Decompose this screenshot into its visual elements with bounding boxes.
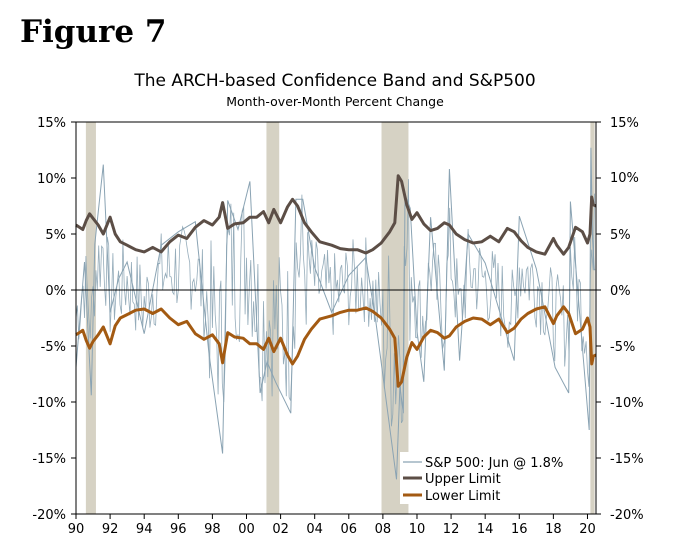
y-tick-label-right: -15%	[610, 452, 644, 467]
x-tick-label: 90	[68, 522, 85, 537]
x-tick-label: 08	[375, 522, 392, 537]
upper-limit-line	[75, 174, 597, 256]
x-tick-label: 06	[341, 522, 358, 537]
x-tick-label: 94	[136, 522, 153, 537]
x-tick-label: 98	[204, 522, 221, 537]
legend-lower-label: Lower Limit	[425, 489, 500, 504]
y-tick-label-right: -20%	[610, 508, 644, 523]
recession-band-3	[590, 122, 595, 514]
sp500-series	[75, 147, 596, 480]
y-tick-label-left: 0%	[45, 284, 66, 299]
chart-subtitle: Month-over-Month Percent Change	[226, 94, 444, 109]
legend-box	[400, 452, 588, 504]
x-tick-label: 18	[545, 522, 562, 537]
y-tick-label-left: 10%	[37, 172, 66, 187]
y-tick-label-right: 15%	[610, 116, 639, 131]
y-tick-label-left: -15%	[32, 452, 66, 467]
x-tick-label: 96	[170, 522, 187, 537]
y-tick-label-left: 15%	[37, 116, 66, 131]
y-tick-label-left: 5%	[45, 228, 66, 243]
legend: S&P 500: Jun @ 1.8% Upper Limit Lower Li…	[400, 452, 588, 504]
legend-upper-label: Upper Limit	[425, 472, 501, 487]
x-tick-label: 16	[511, 522, 528, 537]
y-tick-label-right: -10%	[610, 396, 644, 411]
x-tick-label: 04	[306, 522, 323, 537]
x-tick-label: 20	[579, 522, 596, 537]
y-tick-label-right: 5%	[610, 228, 631, 243]
x-tick-label: 12	[443, 522, 460, 537]
chart-title: The ARCH-based Confidence Band and S&P50…	[133, 71, 535, 91]
x-tick-label: 10	[409, 522, 426, 537]
sp500-monthly-line	[75, 179, 595, 427]
legend-sp500-label: S&P 500: Jun @ 1.8%	[425, 456, 563, 471]
lower-limit-line	[75, 305, 597, 388]
y-tick-label-left: -20%	[32, 508, 66, 523]
y-tick-label-right: 0%	[610, 284, 631, 299]
x-tick-label: 00	[238, 522, 255, 537]
x-tick-label: 02	[272, 522, 289, 537]
x-tick-label: 14	[477, 522, 494, 537]
plot-frame	[75, 121, 597, 515]
x-tick-label: 92	[102, 522, 119, 537]
y-tick-label-left: -10%	[32, 396, 66, 411]
axes: 15% 10% 5% 0% -5% -10% -15% -20% 15% 5% 0% -5% -10% -…	[32, 116, 643, 537]
figure-label: Figure 7	[20, 14, 167, 50]
y-tick-label-left: -5%	[41, 340, 66, 355]
y-tick-label-right: -5%	[610, 340, 635, 355]
band-series	[75, 174, 597, 388]
y-tick-label-right-10: 10%	[610, 171, 639, 186]
